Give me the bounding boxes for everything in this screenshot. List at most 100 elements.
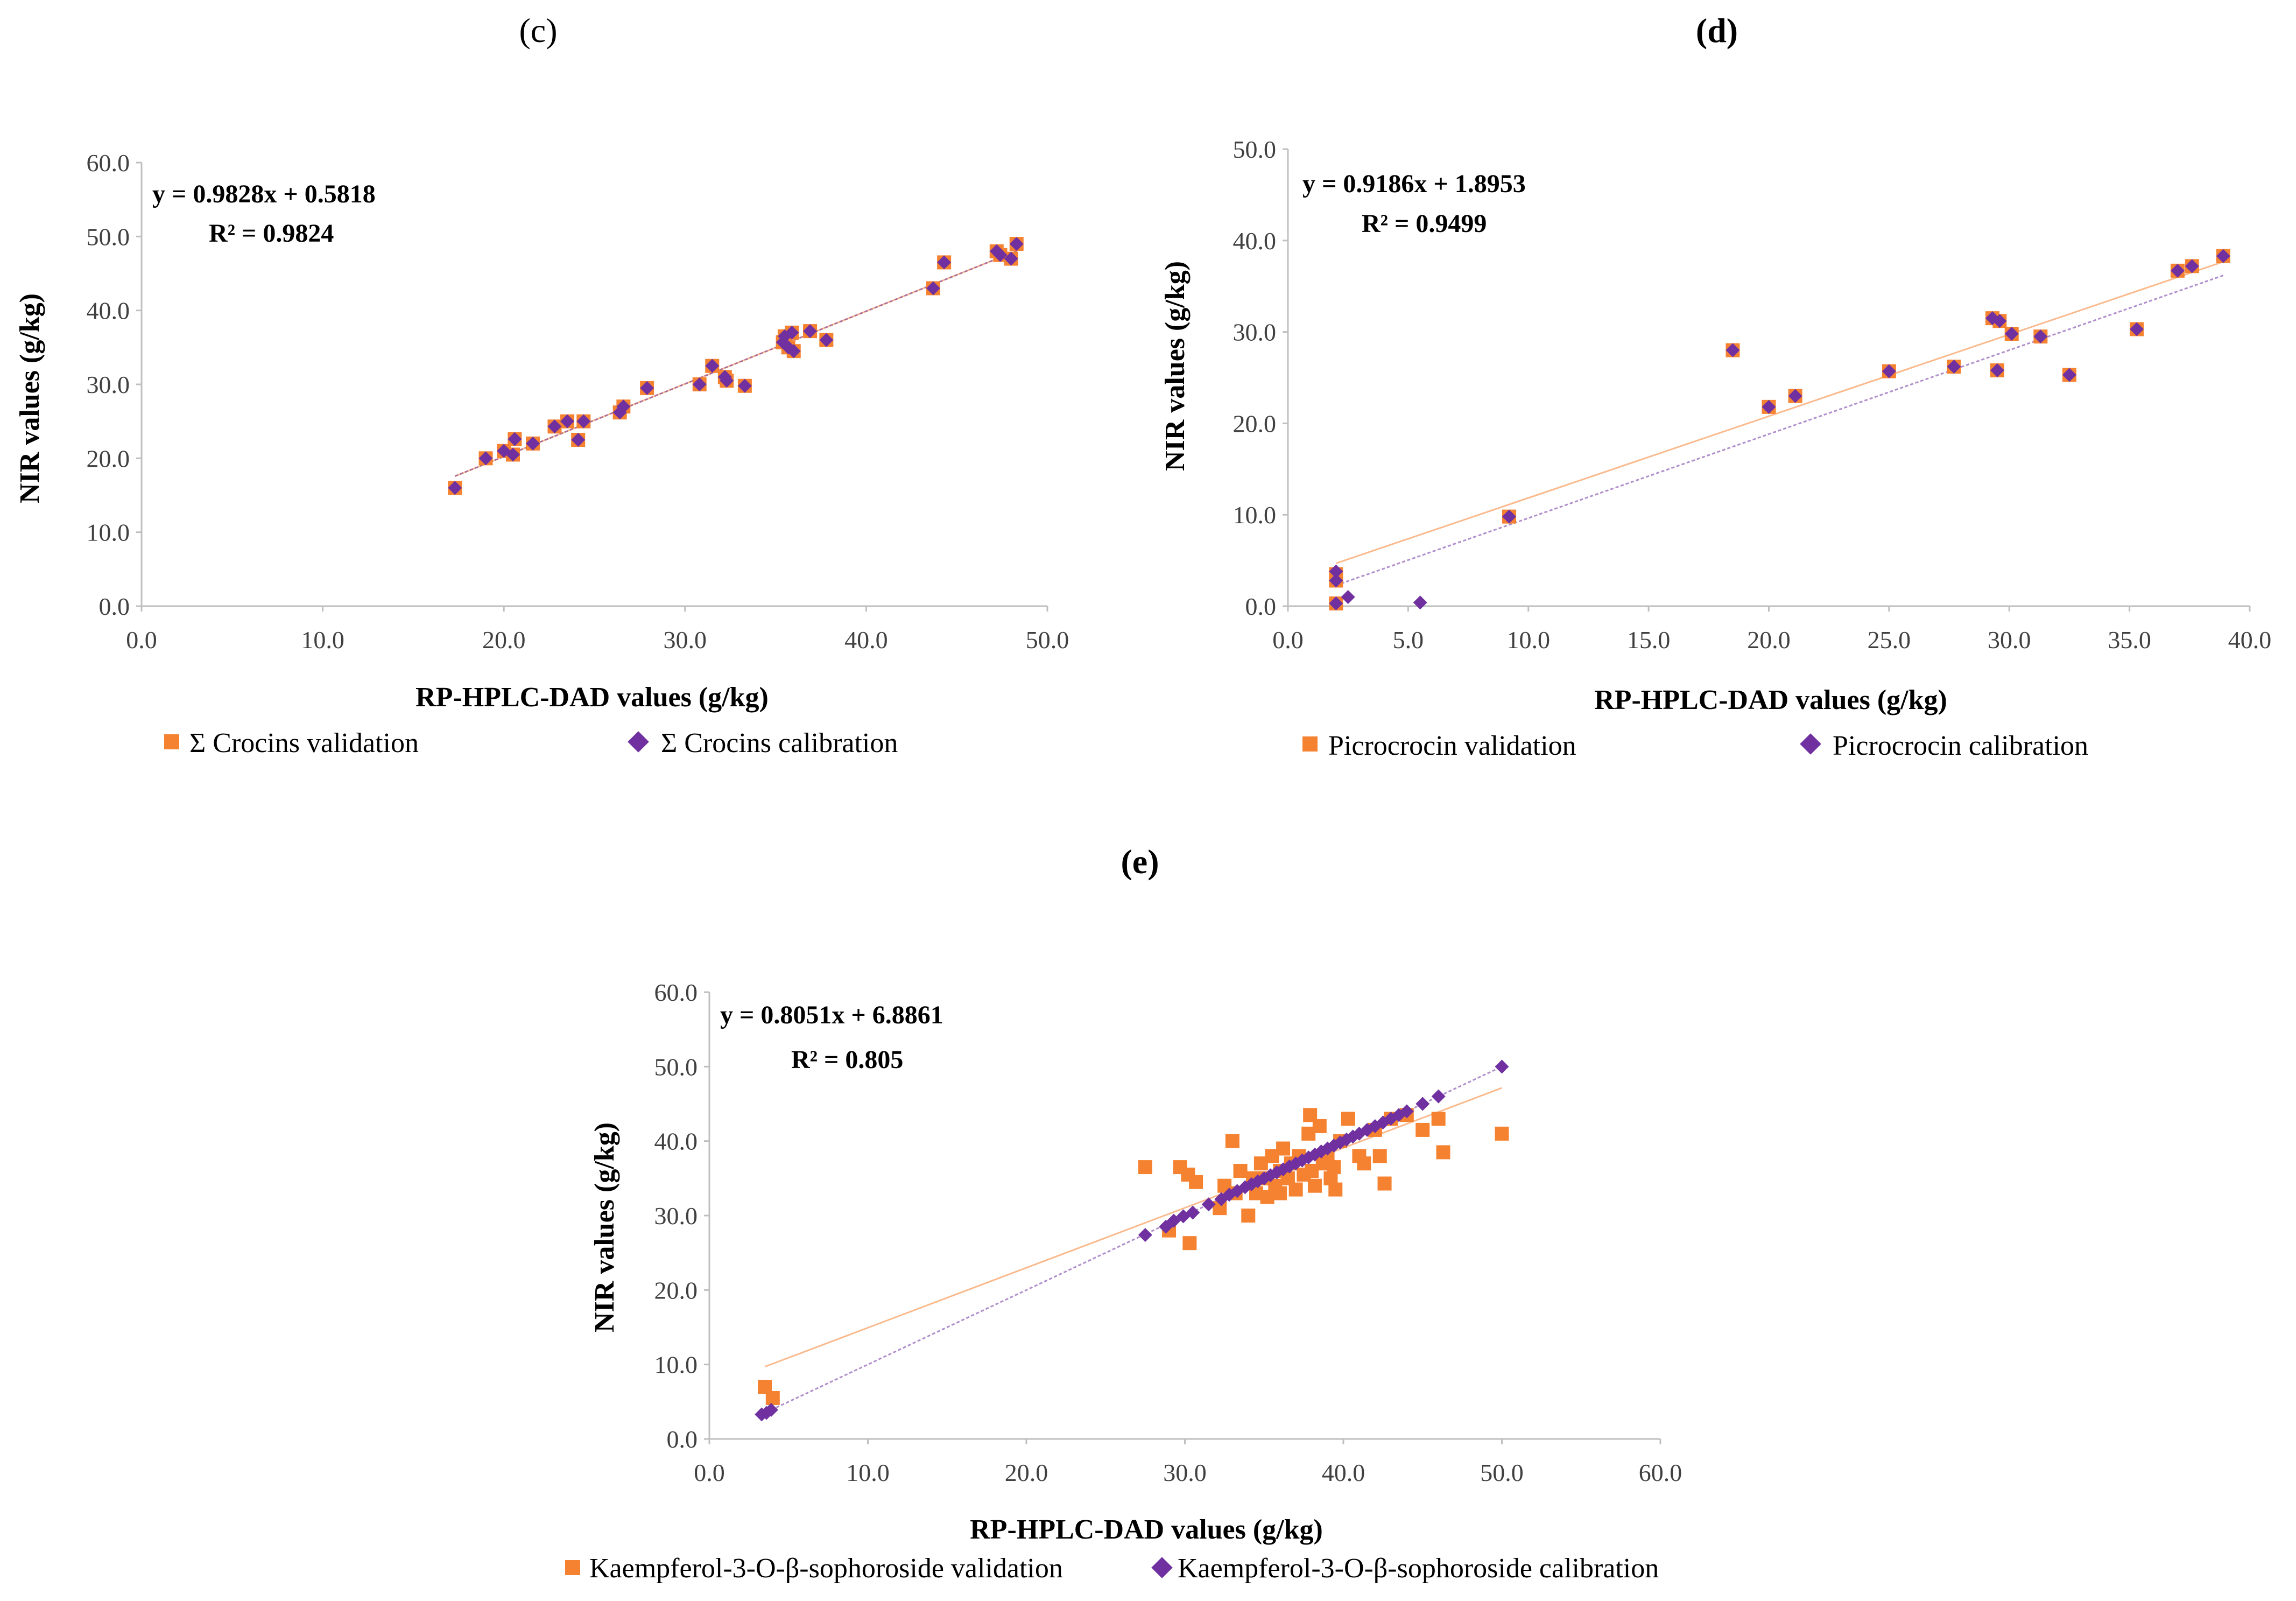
calibration-point (1341, 590, 1355, 605)
calibration-point (692, 377, 707, 391)
validation-point (1241, 1209, 1256, 1223)
calibration-point (785, 325, 799, 340)
x-tick-label: 10.0 (301, 626, 344, 654)
x-axis-title-d: RP-HPLC-DAD values (g/kg) (1594, 685, 1947, 715)
calibration-point (560, 414, 575, 429)
x-tick-label: 0.0 (694, 1459, 725, 1486)
x-tick-label: 5.0 (1393, 626, 1424, 654)
y-tick-label: 50.0 (87, 223, 130, 250)
calibration-point (508, 432, 522, 446)
x-axis-title-c: RP-HPLC-DAD values (g/kg) (415, 682, 769, 713)
calibration-point (1788, 389, 1802, 403)
equation-e: y = 0.8051x + 6.8861 (720, 1001, 943, 1029)
calibration-point (1138, 1227, 1152, 1242)
y-tick-label: 20.0 (87, 445, 130, 472)
x-tick-label: 0.0 (1272, 626, 1304, 654)
trendline-calibration (1335, 275, 2224, 586)
trendlines-c (454, 250, 1017, 477)
calibration-point (926, 281, 940, 296)
calibration-point (1431, 1089, 1446, 1104)
equation-d: y = 0.9186x + 1.8953 (1302, 170, 1526, 198)
y-tick-label: 30.0 (1233, 319, 1277, 346)
y-tick-label: 10.0 (87, 519, 130, 546)
y-tick-label: 0.0 (667, 1426, 698, 1453)
calibration-point (2130, 322, 2144, 336)
panel-label-c: (c) (519, 11, 557, 50)
validation-point (1431, 1112, 1446, 1126)
calibration-point (1990, 363, 2004, 377)
calibration-point (1329, 596, 1343, 610)
r-squared-c: R² = 0.9824 (209, 219, 334, 248)
validation-point (1377, 1176, 1392, 1191)
x-tick-label: 10.0 (1507, 626, 1551, 654)
calibration-point (526, 436, 540, 451)
validation-point (1436, 1145, 1450, 1160)
calibration-point (993, 248, 1008, 262)
calibration-point (1992, 314, 2007, 328)
legend-marker-calibration-e (1151, 1557, 1173, 1578)
x-tick-label: 30.0 (664, 626, 707, 654)
panel-label-e: (e) (1121, 842, 1159, 881)
calibration-point (786, 344, 801, 359)
legend-d: Picrocrocin validation Picrocrocin calib… (1302, 731, 2088, 761)
trendlines-d (1335, 261, 2224, 586)
calibration-point (2062, 368, 2076, 382)
trendline-calibration (454, 250, 1017, 477)
x-tick-label: 30.0 (1988, 626, 2031, 654)
legend-e: Kaempferol-3-O-β-sophoroside validation … (565, 1553, 1659, 1584)
y-tick-label: 20.0 (1233, 410, 1277, 437)
axes-d: 0.0 10.0 20.0 30.0 40.0 50.0 0.0 5.0 10.0 15.0 20.… (1233, 136, 2272, 654)
axes-e: 0.0 10.0 20.0 30.0 40.0 50.0 60.0 0.0 10.0 20.0 30… (654, 979, 1682, 1486)
legend-label-calibration-c: Σ Crocins calibration (661, 728, 898, 759)
validation-point (1182, 1236, 1197, 1251)
x-tick-label: 35.0 (2108, 626, 2151, 654)
calibration-point (2216, 249, 2230, 263)
legend-label-validation-c: Σ Crocins validation (189, 728, 419, 759)
validation-point (1189, 1175, 1203, 1189)
x-tick-label: 50.0 (1480, 1459, 1524, 1486)
calibration-point (705, 359, 720, 373)
trendline-calibration (761, 1065, 1503, 1415)
calibration-point (764, 1403, 778, 1417)
calibration-point (616, 399, 631, 414)
x-tick-label: 20.0 (1747, 626, 1791, 654)
x-tick-label: 50.0 (1026, 626, 1069, 654)
y-axis-title-e: NIR values (g/kg) (589, 1122, 620, 1332)
calibration-point (1882, 364, 1896, 378)
calibration-point (1947, 360, 1961, 374)
x-tick-label: 10.0 (846, 1459, 890, 1486)
calibration-point (576, 414, 591, 429)
calibration-point (1502, 509, 1517, 524)
validation-point (1276, 1141, 1291, 1156)
x-tick-label: 25.0 (1868, 626, 1911, 654)
x-tick-label: 30.0 (1163, 1459, 1207, 1486)
y-tick-label: 10.0 (1233, 501, 1277, 529)
validation-point (1327, 1160, 1341, 1175)
validation-point (765, 1391, 780, 1405)
y-tick-label: 40.0 (654, 1128, 698, 1155)
y-axis-title-d: NIR values (g/kg) (1160, 261, 1191, 471)
calibration-point (547, 419, 562, 434)
y-tick-label: 30.0 (87, 371, 130, 398)
y-tick-label: 60.0 (87, 149, 130, 177)
calibration-point (478, 451, 493, 466)
y-tick-label: 40.0 (1233, 227, 1277, 255)
validation-point (1372, 1149, 1387, 1163)
validation-point (1357, 1156, 1371, 1171)
x-tick-label: 40.0 (2228, 626, 2272, 654)
calibration-point (1415, 1097, 1430, 1111)
calibration-point (1186, 1205, 1200, 1220)
y-tick-label: 50.0 (1233, 136, 1277, 163)
y-tick-label: 20.0 (654, 1276, 698, 1304)
chart-panel-d: (d) 0.0 10.0 20.0 30.0 40.0 50.0 0.0 5.0 10.0 15.… (1160, 11, 2271, 761)
points-c (448, 237, 1024, 495)
calibration-point (506, 447, 520, 462)
validation-point (1288, 1182, 1303, 1197)
points-e (755, 1059, 1509, 1422)
calibration-point (2033, 329, 2048, 344)
validation-point (1225, 1134, 1239, 1148)
legend-marker-validation-d (1302, 736, 1318, 752)
validation-point (1415, 1122, 1430, 1137)
axes-c: 0.0 10.0 20.0 30.0 40.0 50.0 60.0 0.0 10.0 20.0 30… (87, 149, 1069, 654)
